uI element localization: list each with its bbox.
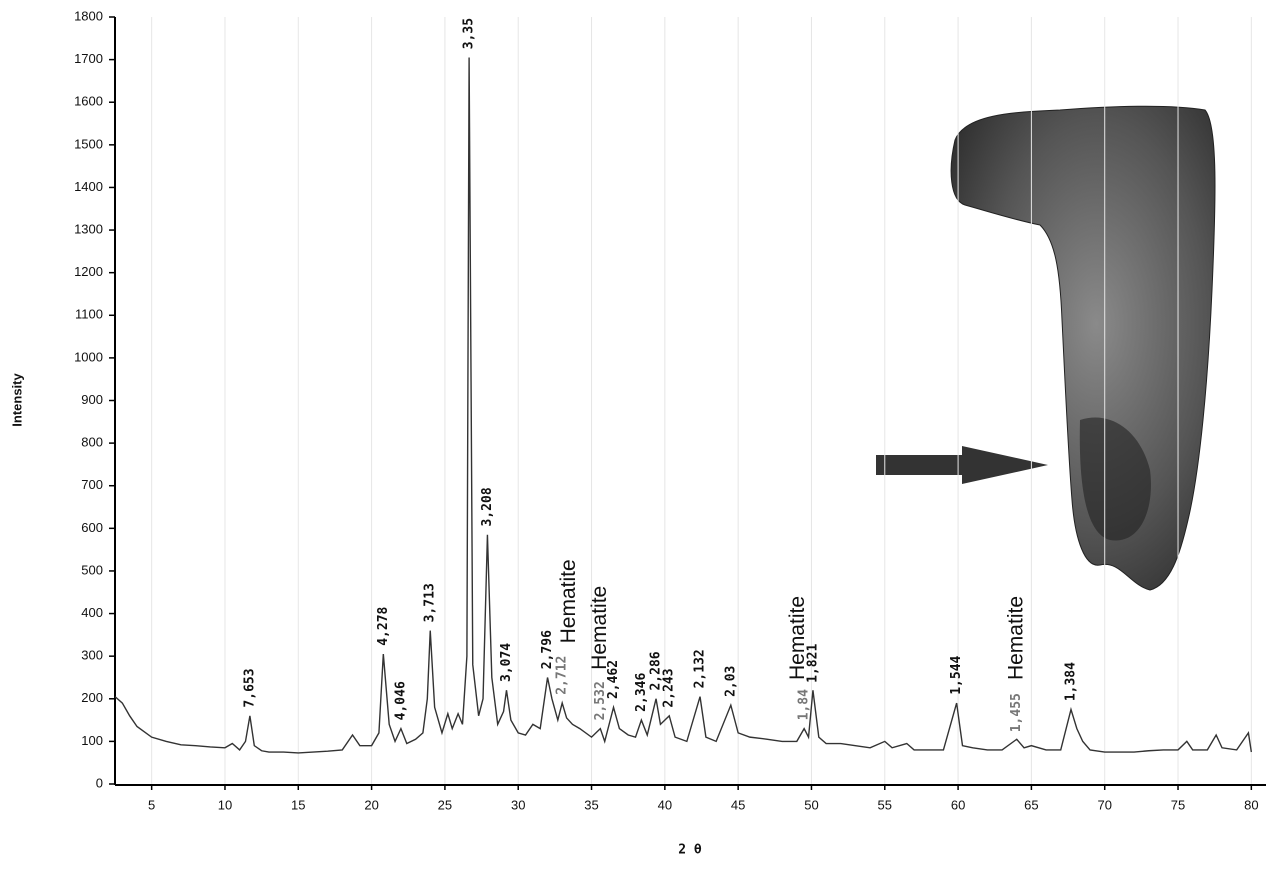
peak-label: 1,384 bbox=[1063, 662, 1078, 701]
y-tick-label: 1700 bbox=[74, 51, 103, 66]
peak-label: 2,286 bbox=[649, 651, 664, 690]
phase-label: Hematite bbox=[1004, 596, 1027, 680]
phase-label: Hematite bbox=[588, 586, 611, 670]
y-tick-label: 1100 bbox=[75, 307, 103, 322]
x-tick-label: 5 bbox=[148, 797, 155, 812]
y-axis-label: Intensity bbox=[9, 373, 24, 427]
peak-label: 2,712 bbox=[555, 656, 570, 695]
x-tick-label: 50 bbox=[804, 797, 818, 812]
y-tick-label: 1000 bbox=[74, 349, 103, 364]
peak-label: 4,046 bbox=[393, 681, 408, 720]
y-tick-label: 200 bbox=[81, 690, 103, 705]
bone-shadow bbox=[1079, 417, 1151, 541]
x-tick-label: 40 bbox=[658, 797, 672, 812]
x-tick-label: 35 bbox=[584, 797, 598, 812]
y-tick-label: 1500 bbox=[74, 136, 103, 151]
phase-label: Hematite bbox=[786, 596, 809, 680]
x-tick-label: 30 bbox=[511, 797, 525, 812]
y-tick-label: 1200 bbox=[74, 264, 103, 279]
peak-label: 3,713 bbox=[423, 583, 438, 622]
y-tick-label: 700 bbox=[81, 477, 103, 492]
peak-label: 2,132 bbox=[693, 649, 708, 688]
peak-label: 3,35 bbox=[462, 18, 477, 49]
phase-label: Hematite bbox=[557, 559, 580, 643]
y-tick-label: 100 bbox=[81, 733, 103, 748]
peak-label: 2,532 bbox=[593, 681, 608, 720]
arrow bbox=[876, 446, 1048, 484]
y-tick-label: 1600 bbox=[74, 94, 103, 109]
peak-label: 2,346 bbox=[634, 673, 649, 712]
peak-label: 3,208 bbox=[480, 487, 495, 526]
peak-label: 4,278 bbox=[376, 606, 391, 645]
x-tick-label: 65 bbox=[1024, 797, 1038, 812]
x-tick-label: 25 bbox=[438, 797, 452, 812]
x-tick-label: 20 bbox=[364, 797, 378, 812]
peak-label: 2,462 bbox=[606, 660, 621, 699]
y-tick-label: 800 bbox=[81, 435, 103, 450]
peak-label: 2,03 bbox=[723, 666, 738, 697]
peak-label: 1,821 bbox=[805, 644, 820, 683]
x-tick-label: 15 bbox=[291, 797, 305, 812]
x-tick-label: 60 bbox=[951, 797, 965, 812]
y-tick-label: 1400 bbox=[74, 179, 103, 194]
y-tick-label: 1800 bbox=[74, 8, 103, 23]
x-axis-label: 2 θ bbox=[678, 843, 702, 858]
y-tick-label: 300 bbox=[81, 648, 103, 663]
x-tick-label: 55 bbox=[878, 797, 892, 812]
peak-label: 1,84 bbox=[797, 689, 812, 720]
diffractogram-line bbox=[114, 57, 1253, 754]
x-tick-label: 10 bbox=[218, 797, 232, 812]
peak-label: 3,074 bbox=[499, 643, 514, 682]
peak-label: 1,455 bbox=[1009, 693, 1024, 732]
x-tick-label: 45 bbox=[731, 797, 745, 812]
y-tick-label: 500 bbox=[81, 562, 103, 577]
x-tick-label: 70 bbox=[1097, 797, 1111, 812]
y-tick-label: 1300 bbox=[74, 221, 103, 236]
bone-photo bbox=[950, 105, 1216, 591]
y-tick-label: 0 bbox=[96, 775, 103, 790]
peak-label: 2,243 bbox=[662, 668, 677, 707]
y-tick-label: 400 bbox=[81, 605, 103, 620]
y-tick-label: 600 bbox=[81, 520, 103, 535]
peak-label: 7,653 bbox=[242, 668, 257, 707]
peak-label: 2,796 bbox=[540, 630, 555, 669]
y-tick-label: 900 bbox=[81, 392, 103, 407]
x-tick-label: 80 bbox=[1244, 797, 1258, 812]
x-tick-label: 75 bbox=[1171, 797, 1185, 812]
peak-label: 1,544 bbox=[949, 655, 964, 694]
